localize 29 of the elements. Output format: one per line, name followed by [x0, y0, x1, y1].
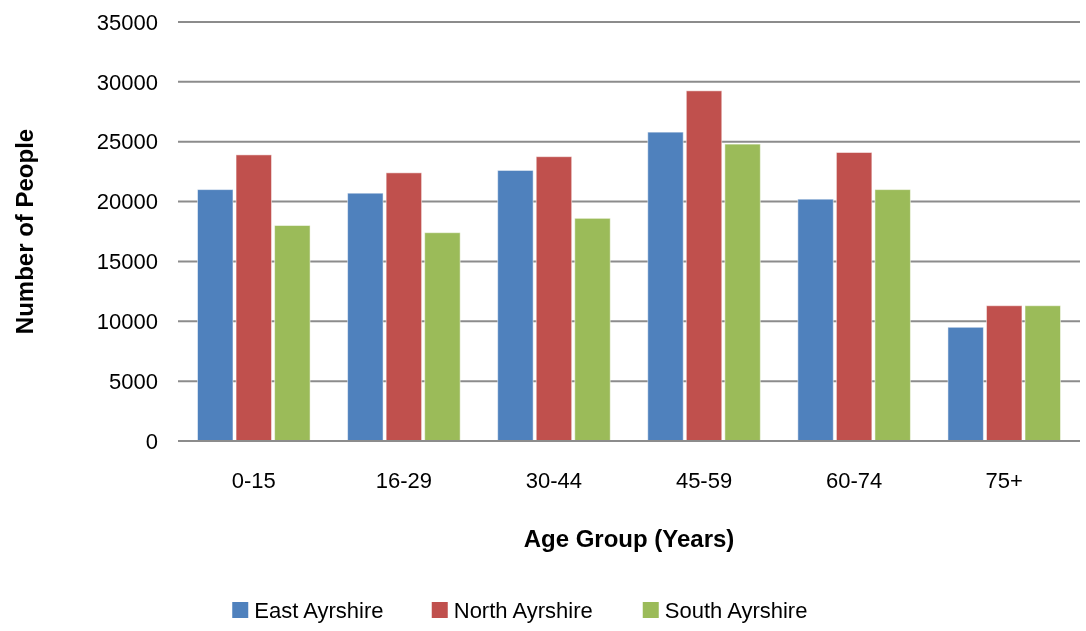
y-tick-label: 15000 [96, 249, 158, 275]
y-tick-label: 35000 [96, 9, 158, 35]
x-axis-title: Age Group (Years) [523, 525, 735, 552]
bar [497, 169, 534, 442]
bar [424, 232, 461, 442]
bar [724, 143, 761, 442]
bar [274, 225, 311, 442]
y-tick-label: 10000 [96, 308, 158, 334]
legend-label: North Ayrshire [453, 597, 593, 623]
y-tick-label: 30000 [96, 69, 158, 95]
bar [947, 326, 984, 442]
legend-label: East Ayrshire [254, 597, 384, 623]
y-tick-label: 20000 [96, 189, 158, 215]
x-tick-label: 45-59 [675, 468, 733, 493]
x-tick-label: 0-15 [231, 468, 276, 493]
y-tick-label: 0 [145, 428, 158, 454]
bar [574, 217, 611, 442]
x-tick-label: 30-44 [525, 468, 583, 493]
bar [647, 131, 684, 442]
bar [797, 198, 834, 442]
bar [685, 90, 723, 442]
y-axis-title: Number of People [11, 128, 38, 335]
legend-label: South Ayrshire [664, 597, 808, 623]
y-tick-label: 5000 [109, 368, 158, 394]
x-tick-label: 16-29 [375, 468, 433, 493]
x-tick-label: 75+ [985, 468, 1023, 493]
x-tick-label: 60-74 [825, 468, 883, 493]
y-tick-label: 25000 [96, 129, 158, 155]
bar [535, 156, 573, 442]
